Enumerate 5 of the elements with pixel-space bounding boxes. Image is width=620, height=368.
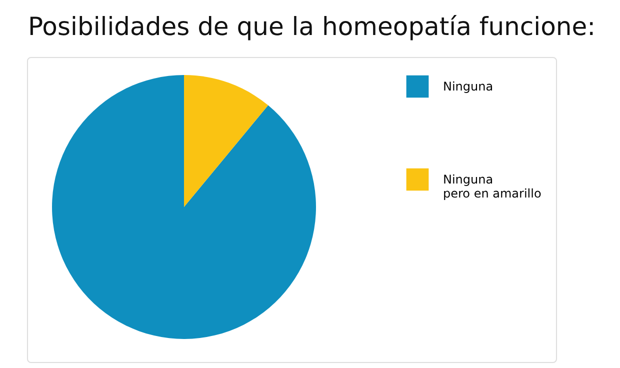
chart-title: Posibilidades de que la homeopatía funcione: xyxy=(28,12,596,41)
pie-slice xyxy=(52,75,316,339)
pie-slice xyxy=(184,75,268,207)
legend-label: Ninguna xyxy=(443,80,494,94)
legend-label: Ninguna pero en amarillo xyxy=(443,172,542,200)
